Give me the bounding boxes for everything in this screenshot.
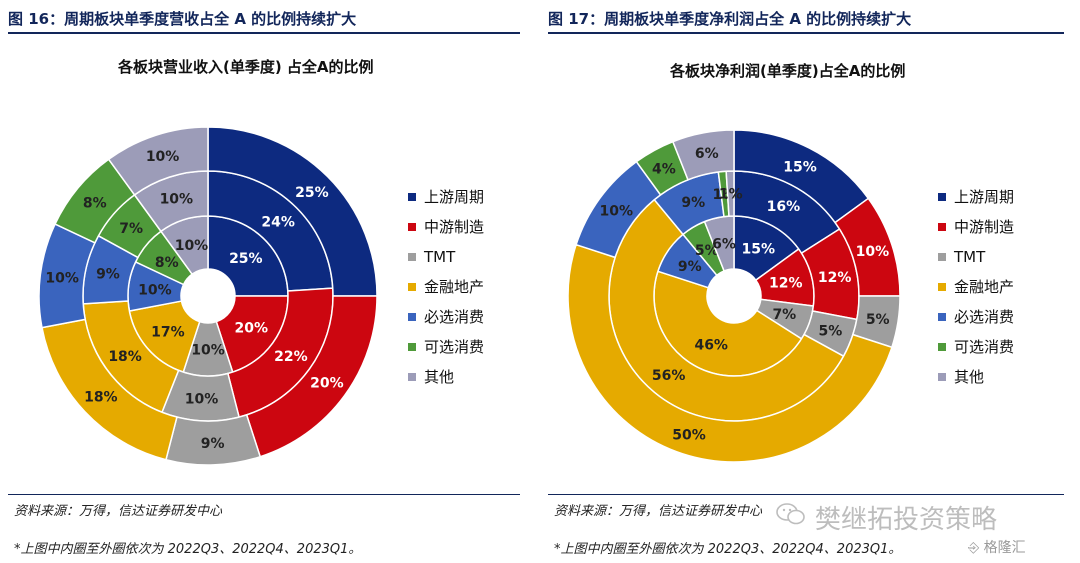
legend-label: 其他 bbox=[424, 368, 455, 386]
legend-swatch bbox=[408, 283, 416, 291]
profit-outer-ring-slice-other bbox=[671, 129, 735, 181]
figure-title: 图 17：周期板块单季度净利润占全 A 的比例持续扩大 bbox=[548, 10, 912, 28]
profit-outer-ring-label-midstream: 10% bbox=[856, 244, 890, 260]
revenue-outer-ring-label-discretionary: 8% bbox=[83, 195, 107, 211]
ring-order-note: *上图中内圈至外圈依次为 2022Q3、2022Q4、2023Q1。 bbox=[554, 542, 902, 557]
profit-inner-ring-label-staples: 9% bbox=[678, 259, 702, 275]
revenue-middle-ring-label-tmt: 10% bbox=[185, 391, 219, 407]
legend-swatch bbox=[408, 313, 416, 321]
profit-outer-ring-label-upstream: 15% bbox=[783, 159, 817, 175]
legend-swatch bbox=[938, 223, 946, 231]
profit-inner-ring-label-discretionary: 5% bbox=[695, 243, 719, 259]
profit-middle-ring-label-upstream: 16% bbox=[767, 199, 801, 215]
legend-swatch bbox=[408, 223, 416, 231]
legend-label: 中游制造 bbox=[954, 218, 1015, 236]
legend-swatch bbox=[938, 253, 946, 261]
revenue-donut-chart: 25%20%10%17%10%8%10%24%22%10%18%9%7%10% 2… bbox=[38, 126, 378, 466]
source-rule bbox=[548, 494, 1064, 495]
legend-swatch bbox=[408, 253, 416, 261]
legend-label: 必选消费 bbox=[954, 308, 1015, 326]
revenue-inner-ring-label-staples: 10% bbox=[138, 282, 172, 298]
profit-inner-ring-label-midstream: 12% bbox=[769, 276, 803, 292]
legend-swatch bbox=[408, 373, 416, 381]
profit-middle-ring-label-staples: 9% bbox=[681, 195, 705, 211]
profit-middle-ring-label-midstream: 12% bbox=[818, 270, 852, 286]
revenue-middle-ring-label-staples: 9% bbox=[96, 267, 120, 283]
profit-outer-ring-label-discretionary: 4% bbox=[652, 161, 676, 177]
revenue-outer-ring-label-finance: 18% bbox=[84, 390, 118, 406]
revenue-outer-ring-label-staples: 10% bbox=[45, 271, 79, 287]
legend-label: 上游周期 bbox=[424, 188, 485, 206]
profit-middle-ring-label-finance: 56% bbox=[652, 368, 686, 384]
chart-title: 各板块净利润(单季度)占全A的比例 bbox=[670, 62, 906, 80]
profit-donut-chart: 15%12%7%46%9%5%6%16%12%5%56%9% 1%1%15%10%… bbox=[567, 129, 901, 463]
profit-outer-ring-label-other: 6% bbox=[695, 146, 719, 162]
profit-middle-ring-label-other: 1% bbox=[719, 187, 743, 203]
revenue-outer-ring-slice-other bbox=[107, 126, 209, 196]
title-rule bbox=[8, 32, 520, 34]
profit-inner-ring-label-other: 6% bbox=[712, 236, 736, 252]
legend-swatch bbox=[938, 283, 946, 291]
legend-swatch bbox=[938, 193, 946, 201]
legend-label: 必选消费 bbox=[424, 308, 485, 326]
gelonghui-logo: ⎆ 格隆汇 bbox=[968, 540, 1026, 556]
source-note: 资料来源：万得，信达证券研发中心 bbox=[14, 504, 223, 519]
profit-outer-ring-label-staples: 10% bbox=[600, 203, 634, 219]
revenue-inner-ring-label-finance: 17% bbox=[151, 324, 185, 340]
legend-label: TMT bbox=[954, 248, 986, 266]
revenue-outer-ring-label-midstream: 20% bbox=[310, 375, 344, 391]
revenue-middle-ring-label-other: 10% bbox=[160, 192, 194, 208]
revenue-inner-ring-label-discretionary: 8% bbox=[155, 255, 179, 271]
profit-outer-ring-label-tmt: 5% bbox=[866, 312, 890, 328]
revenue-middle-ring-label-finance: 18% bbox=[108, 349, 142, 365]
revenue-middle-ring-label-midstream: 22% bbox=[274, 349, 308, 365]
legend-label: 中游制造 bbox=[424, 218, 485, 236]
legend-swatch bbox=[408, 343, 416, 351]
legend-swatch bbox=[938, 373, 946, 381]
revenue-inner-ring-label-other: 10% bbox=[175, 238, 209, 254]
revenue-outer-ring-label-upstream: 25% bbox=[295, 185, 329, 201]
revenue-outer-ring-label-tmt: 9% bbox=[201, 436, 225, 452]
figure-16-panel: 图 16：周期板块单季度营收占全 A 的比例持续扩大 各板块营业收入(单季度) … bbox=[0, 0, 530, 563]
legend-label: 金融地产 bbox=[954, 278, 1015, 296]
source-note: 资料来源：万得，信达证券研发中心 bbox=[554, 504, 763, 519]
figure-title: 图 16：周期板块单季度营收占全 A 的比例持续扩大 bbox=[8, 10, 357, 28]
ring-order-note: *上图中内圈至外圈依次为 2022Q3、2022Q4、2023Q1。 bbox=[14, 542, 362, 557]
revenue-middle-ring-label-upstream: 24% bbox=[261, 214, 295, 230]
chart-title: 各板块营业收入(单季度) 占全A的比例 bbox=[118, 58, 374, 76]
wechat-icon bbox=[776, 503, 805, 525]
legend-swatch bbox=[408, 193, 416, 201]
profit-inner-ring-label-finance: 46% bbox=[694, 337, 728, 353]
profit-outer-ring-label-finance: 50% bbox=[672, 427, 706, 443]
legend-swatch bbox=[938, 343, 946, 351]
profit-outer-ring-slice-finance bbox=[567, 243, 893, 463]
profit-inner-ring-label-upstream: 15% bbox=[742, 241, 776, 257]
title-rule bbox=[548, 32, 1064, 34]
legend-label: 上游周期 bbox=[954, 188, 1015, 206]
wechat-account-watermark: 樊继拓投资策略 bbox=[815, 505, 998, 535]
figure-17-panel: 图 17：周期板块单季度净利润占全 A 的比例持续扩大 各板块净利润(单季度)占… bbox=[540, 0, 1080, 563]
revenue-inner-ring-label-upstream: 25% bbox=[229, 251, 263, 267]
legend-label: 可选消费 bbox=[424, 338, 485, 356]
source-rule bbox=[8, 494, 520, 495]
legend-label: 其他 bbox=[954, 368, 985, 386]
legend-swatch bbox=[938, 313, 946, 321]
revenue-outer-ring-label-other: 10% bbox=[146, 149, 180, 165]
legend-label: 金融地产 bbox=[424, 278, 485, 296]
legend-label: TMT bbox=[424, 248, 456, 266]
revenue-middle-ring-label-discretionary: 7% bbox=[119, 221, 143, 237]
revenue-inner-ring-label-midstream: 20% bbox=[235, 320, 269, 336]
profit-middle-ring-label-tmt: 5% bbox=[819, 324, 843, 340]
legend-label: 可选消费 bbox=[954, 338, 1015, 356]
revenue-inner-ring-label-tmt: 10% bbox=[191, 343, 225, 359]
profit-inner-ring-label-tmt: 7% bbox=[772, 307, 796, 323]
